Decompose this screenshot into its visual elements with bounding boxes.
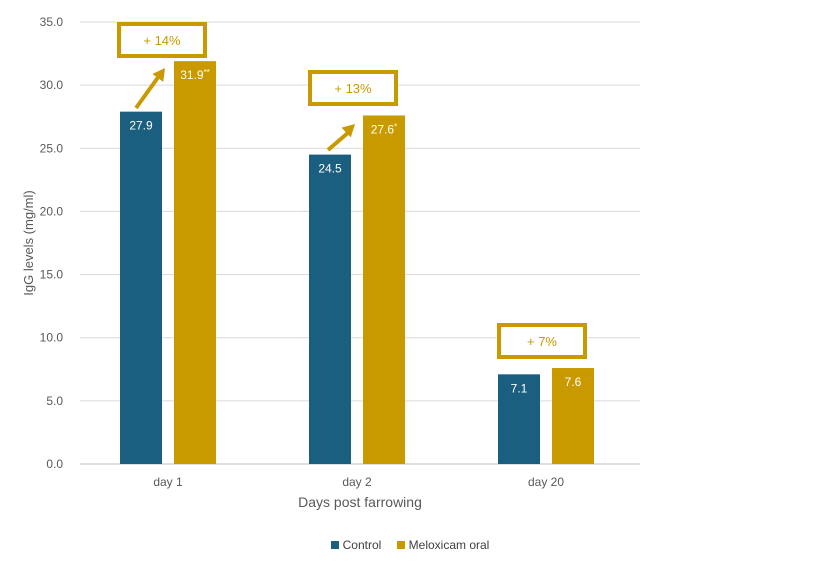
arrow-line [134,74,161,110]
y-tick-label: 15.0 [40,268,64,282]
legend-swatch-meloxicam [396,541,405,549]
data-label: 24.5 [318,162,342,176]
bar-meloxicam [174,61,216,465]
bar-meloxicam [363,115,405,465]
legend-label-meloxicam: Meloxicam oral [408,538,490,552]
significance-mark: * [394,122,397,131]
bar-meloxicam [552,368,594,464]
data-label: 27.6* [371,122,397,136]
y-tick-label: 10.0 [40,331,64,345]
annotation-label: + 7% [527,334,557,349]
y-tick-label: 25.0 [40,141,64,155]
legend-label-control: Control [342,538,382,552]
data-label: 31.9** [180,68,210,82]
x-tick-label: day 2 [342,475,372,489]
y-tick-label: 35.0 [40,15,64,29]
y-tick-label: 30.0 [40,78,64,92]
arrow-head [341,124,355,138]
legend-item-control: Control [330,538,382,552]
legend-swatch-control [330,541,339,549]
data-label: 27.9 [129,119,153,133]
bar-control [309,154,351,464]
x-axis-label: Days post farrowing [298,494,422,510]
arrow-line [326,130,351,152]
arrow-head [152,68,165,82]
annotation-box [308,70,398,106]
annotation-label: + 14% [143,33,181,48]
bar-control [120,111,162,465]
bar-control [498,374,540,464]
legend-item-meloxicam: Meloxicam oral [396,538,490,552]
y-tick-label: 5.0 [46,394,63,408]
annotation-box [497,323,587,359]
annotation-box [117,22,207,58]
y-tick-label: 0.0 [46,457,63,471]
legend: Control Meloxicam oral [0,538,820,552]
data-label: 7.1 [511,381,528,395]
data-label: 7.6 [565,375,582,389]
significance-mark: ** [204,68,210,77]
y-axis-label: IgG levels (mg/ml) [21,190,36,295]
y-tick-label: 20.0 [40,204,64,218]
x-tick-label: day 1 [153,475,183,489]
annotation-label: + 13% [334,81,372,96]
x-tick-label: day 20 [528,475,564,489]
